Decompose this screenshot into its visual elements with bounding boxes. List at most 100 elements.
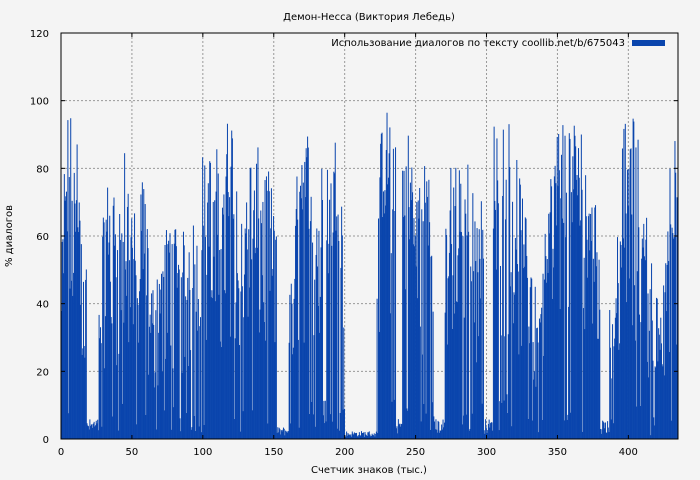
bar <box>309 221 311 439</box>
bar <box>475 261 477 439</box>
bar <box>227 192 229 439</box>
bar <box>189 289 191 439</box>
bar <box>560 154 562 440</box>
bar <box>653 425 655 439</box>
bar <box>348 434 350 439</box>
bar <box>308 228 310 439</box>
bar <box>212 298 214 439</box>
bar <box>470 281 472 439</box>
bar <box>475 362 477 439</box>
bar <box>648 330 650 439</box>
bar <box>519 178 521 439</box>
bar <box>563 222 565 439</box>
bar <box>441 424 443 439</box>
bar <box>114 245 116 439</box>
bar <box>463 415 465 439</box>
bar <box>426 196 428 439</box>
bar <box>671 227 673 439</box>
bar <box>86 423 88 439</box>
bar <box>512 201 514 439</box>
bar <box>390 313 392 439</box>
bar <box>341 235 343 439</box>
bar <box>90 424 92 439</box>
bar <box>175 246 177 439</box>
bar <box>607 421 609 439</box>
bar <box>95 425 97 439</box>
bar <box>625 213 627 439</box>
bar <box>209 162 211 439</box>
bar <box>103 222 105 439</box>
bar <box>299 191 301 439</box>
bar <box>343 327 345 439</box>
bar <box>116 365 118 439</box>
bar <box>246 202 248 439</box>
bar <box>268 191 270 439</box>
bar <box>362 432 364 439</box>
bar <box>590 240 592 439</box>
bar <box>290 283 292 439</box>
bar <box>72 295 74 439</box>
bar <box>580 220 582 439</box>
bar <box>519 184 521 439</box>
y-axis-label: % диалогов <box>4 205 15 267</box>
bar <box>168 252 170 439</box>
bar <box>581 189 583 439</box>
bar <box>302 209 304 439</box>
bar <box>408 207 410 439</box>
bar <box>419 326 421 439</box>
bar <box>375 433 377 439</box>
bar <box>107 254 109 439</box>
bar <box>331 245 333 439</box>
bar <box>224 290 226 439</box>
bar <box>331 421 333 439</box>
bar <box>304 161 306 440</box>
bar <box>608 432 610 439</box>
bar <box>342 409 344 439</box>
bar <box>65 196 67 439</box>
bar <box>382 217 384 439</box>
bar <box>560 198 562 439</box>
bar <box>645 239 647 439</box>
bar <box>213 256 215 439</box>
bar <box>327 273 329 439</box>
bar <box>245 233 247 439</box>
bar <box>335 230 337 439</box>
bar <box>551 298 553 439</box>
bar <box>518 354 520 439</box>
bar <box>97 430 99 439</box>
bar <box>673 238 675 439</box>
bar <box>373 435 375 439</box>
bar <box>436 432 438 439</box>
bar <box>288 342 290 439</box>
bar <box>637 139 639 439</box>
bar <box>110 317 112 439</box>
bar <box>383 213 385 439</box>
bar <box>194 264 196 439</box>
bar <box>312 414 314 439</box>
bar <box>153 324 155 439</box>
bar <box>243 274 245 439</box>
bar <box>117 430 119 439</box>
bar <box>428 179 430 439</box>
bar <box>185 413 187 439</box>
bar <box>384 190 386 439</box>
bar <box>593 281 595 439</box>
bar <box>366 435 368 439</box>
bar <box>458 170 460 440</box>
bar <box>87 426 89 439</box>
bar <box>359 434 361 439</box>
bar <box>565 237 567 439</box>
bar <box>540 314 542 439</box>
bar <box>385 150 387 439</box>
bar <box>107 187 109 439</box>
bar <box>624 123 626 440</box>
bar <box>578 148 580 439</box>
bar <box>131 218 133 439</box>
bar <box>241 286 243 439</box>
bar <box>79 220 81 439</box>
bar <box>73 272 75 439</box>
bar <box>445 228 447 439</box>
bar <box>420 421 422 439</box>
bar <box>465 414 467 439</box>
bar <box>442 419 444 439</box>
